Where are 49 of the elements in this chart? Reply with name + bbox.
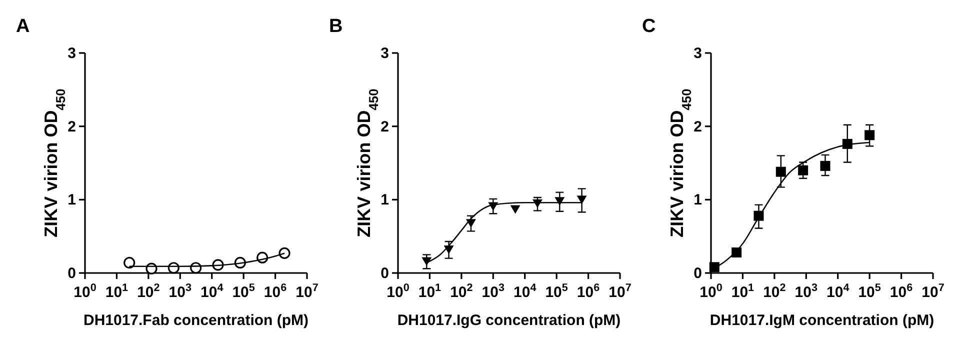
x-tick-label: 10$^{3}$ bbox=[482, 282, 504, 301]
point bbox=[510, 205, 520, 214]
y-tick-label: 3 bbox=[694, 45, 702, 62]
point bbox=[798, 165, 808, 176]
point bbox=[864, 130, 875, 140]
x-tick-label: 10$^{4}$ bbox=[514, 282, 536, 301]
x-tick-label: 10$^{0}$ bbox=[700, 282, 722, 301]
x-tick-label: 10$^{0}$ bbox=[386, 282, 410, 301]
x-tick-label: 10$^{5}$ bbox=[858, 282, 881, 301]
y-tick-label: 2 bbox=[68, 118, 76, 136]
y-tick-label: 0 bbox=[68, 265, 76, 282]
x-tick-label: 10$^{3}$ bbox=[794, 282, 818, 301]
x-tick-label: 10$^{5}$ bbox=[545, 282, 568, 301]
x-tick-label: 10$^{6}$ bbox=[576, 282, 600, 301]
x-tick-label: 10$^{5}$ bbox=[232, 282, 255, 301]
x-tick-label: 10$^{1}$ bbox=[418, 282, 442, 301]
chart-title: C bbox=[642, 16, 656, 37]
x-tick-label: 10$^{4}$ bbox=[200, 282, 224, 301]
point bbox=[554, 197, 565, 206]
y-tick-label: 1 bbox=[68, 192, 76, 209]
x-tick-label: 10$^{6}$ bbox=[264, 282, 287, 301]
x-tick-label: 10$^{1}$ bbox=[105, 282, 128, 301]
x-tick-label: 10$^{2}$ bbox=[137, 282, 160, 301]
y-tick-label: 0 bbox=[380, 265, 389, 282]
x-tick-label: 10$^{2}$ bbox=[763, 282, 786, 301]
y-tick-label: 1 bbox=[380, 192, 389, 209]
x-tick-label: 10$^{4}$ bbox=[826, 282, 850, 301]
x-tick-label: 10$^{1}$ bbox=[731, 282, 754, 301]
y-tick-label: 2 bbox=[694, 118, 702, 136]
x-tick-label: 10$^{2}$ bbox=[450, 282, 473, 301]
x-tick-label: 10$^{3}$ bbox=[168, 282, 192, 301]
x-tick-label: 10$^{7}$ bbox=[296, 282, 318, 301]
point bbox=[820, 160, 830, 171]
y-tick-label: 3 bbox=[380, 45, 389, 62]
y-tick-label: 2 bbox=[380, 118, 389, 136]
y-tick-label: 1 bbox=[694, 192, 702, 209]
x-axis-title: DH1017.IgM concentration (pM) bbox=[710, 312, 934, 329]
y-tick-label: 3 bbox=[68, 45, 76, 62]
y-tick-label: 0 bbox=[694, 265, 702, 282]
x-axis-title: DH1017.IgG concentration (pM) bbox=[397, 312, 621, 329]
point bbox=[576, 196, 587, 204]
x-tick-label: 10$^{7}$ bbox=[608, 282, 632, 301]
x-tick-label: 10$^{7}$ bbox=[922, 282, 944, 301]
chart-title: B bbox=[329, 16, 343, 37]
x-tick-label: 10$^{6}$ bbox=[890, 282, 913, 301]
x-tick-label: 10$^{0}$ bbox=[74, 282, 96, 301]
x-axis-title: DH1017.Fab concentration (pM) bbox=[83, 312, 309, 329]
point bbox=[776, 166, 786, 177]
chart-title: A bbox=[16, 16, 30, 37]
